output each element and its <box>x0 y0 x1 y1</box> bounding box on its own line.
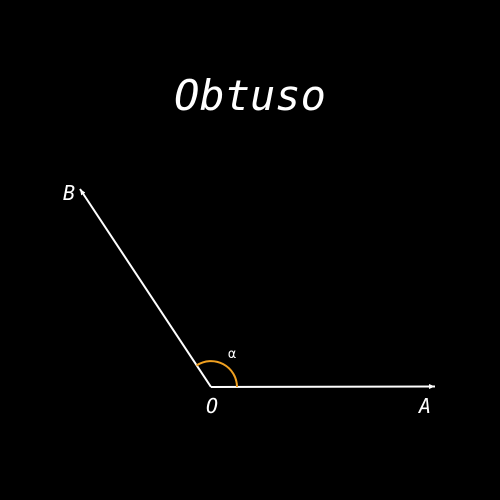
angle-label: α <box>228 347 237 362</box>
diagram-title: Obtuso <box>174 71 326 120</box>
ray-oa <box>210 384 436 390</box>
vertex-label-o: O <box>206 394 218 418</box>
point-label-a: A <box>417 394 431 418</box>
angle-arc <box>195 360 238 388</box>
point-label-b: B <box>63 181 75 205</box>
ray-ob <box>79 188 212 388</box>
